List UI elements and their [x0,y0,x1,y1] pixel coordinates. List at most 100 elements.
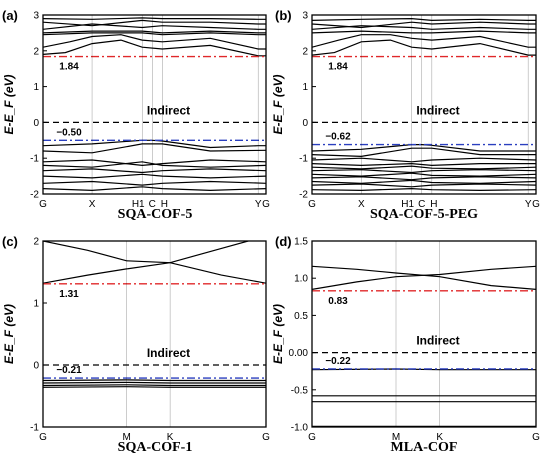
valence-band-line [312,169,536,174]
panel-label: (a) [2,8,18,23]
conduction-band-line [312,21,536,29]
gap-type-label: Indirect [147,103,190,117]
x-tick-label: H [161,199,168,210]
x-tick-label: K [436,432,443,443]
y-tick-label: 0.5 [294,311,308,322]
y-tick-label: 1.5 [294,237,308,248]
valence-band-line [312,165,536,170]
valence-band-line [312,172,536,177]
x-tick-label: H [430,199,437,210]
valence-band-line [312,176,536,181]
plot-area [312,241,536,427]
valence-band-line [43,143,266,154]
y-tick-label: 1.0 [294,274,308,285]
x-tick-label: C [149,199,156,210]
valence-band-line [43,386,266,388]
valence-band-line [43,161,266,168]
conduction-band-line [43,30,266,34]
valence-band-line [43,173,266,179]
x-tick-label: C [418,199,425,210]
gap-type-label: Indirect [147,346,190,360]
x-tick-label: H1 [401,199,414,210]
y-tick-label: -1.0 [291,423,309,434]
y-tick-label: 2 [33,237,39,248]
x-tick-label: K [167,432,174,443]
conduction-band-line [312,17,536,22]
plot-area [312,15,536,194]
x-tick-label: X [358,199,365,210]
y-tick-label: 1 [33,299,39,310]
x-tick-label: G [308,199,316,210]
y-tick-label: 2 [302,46,308,57]
valence-band-line [43,384,266,387]
valence-band-line [43,379,266,382]
x-tick-label: X [89,199,96,210]
y-tick-label: -1 [30,154,39,165]
x-tick-label: G [308,432,316,443]
y-tick-label: 3 [302,11,308,22]
plot-frame [311,240,537,428]
valence-band-line [312,157,536,163]
y-tick-label: 0 [33,118,39,129]
panel-title: SQA-COF-1 [118,440,193,455]
x-tick-label: G [39,432,47,443]
vbm-value-label: −0.21 [56,365,82,376]
conduction-band-line [312,30,536,34]
panel-d: -1.0 -0.5 0.00 0.5 1.0 1.5 G M K G E-E_F (eV) (d) ML… [271,234,540,455]
valence-band-line [43,381,266,384]
valence-band-line [43,186,266,192]
conduction-band-line [43,17,266,20]
x-tick-label: Y [525,199,532,210]
valence-band-line [312,179,536,184]
panel-label: (b) [275,8,292,23]
y-axis-label: E-E_F (eV) [2,74,16,134]
y-axis-label: E-E_F (eV) [271,304,285,364]
gap-type-label: Indirect [416,103,459,117]
y-tick-label: -0.5 [291,385,309,396]
y-tick-label: 2 [33,46,39,57]
plot-frame [42,14,267,195]
valence-band-line [43,180,266,186]
x-tick-label: G [262,199,270,210]
y-tick-label: 1 [33,82,39,93]
y-tick-label: 0 [33,361,39,372]
y-axis-label: E-E_F (eV) [271,74,285,134]
vbm-value-label: −0.50 [56,127,82,138]
plot-area [43,15,266,194]
cbm-value-label: 1.31 [59,289,79,300]
valence-band-line [312,183,536,188]
conduction-band-line [312,265,536,290]
y-axis-label: E-E_F (eV) [2,304,16,364]
conduction-band-line [312,39,536,56]
x-tick-label: G [39,199,47,210]
conduction-band-line [43,19,266,27]
valence-band-line [43,168,266,174]
cbm-value-label: 1.84 [59,62,79,73]
panel-label: (c) [2,234,18,249]
y-tick-label: -1 [299,154,308,165]
y-tick-label: 1 [302,82,308,93]
conduction-band-line [312,34,536,48]
panel-title: MLA-COF [391,440,458,455]
panel-label: (d) [275,234,292,249]
x-tick-label: G [532,199,540,210]
valence-band-line [312,187,536,192]
panel-c: -1 0 1 2 G M K G E-E_F (eV) (c) SQA-COF-1 1.31 −0.21… [2,234,270,455]
x-tick-label: M [122,432,130,443]
y-tick-label: -2 [30,190,39,201]
conduction-band-line [43,34,266,50]
conduction-band-line [43,241,266,284]
x-tick-label: M [392,432,400,443]
plot-frame [311,14,537,195]
cbm-value-label: 1.84 [328,62,348,73]
x-tick-label: Y [255,199,262,210]
cbm-value-label: 0.83 [328,296,348,307]
x-tick-label: G [532,432,540,443]
conduction-band-line [43,241,249,284]
panel-title: SQA-COF-5 [118,207,193,222]
y-tick-label: 0 [302,118,308,129]
conduction-band-line [312,265,536,290]
